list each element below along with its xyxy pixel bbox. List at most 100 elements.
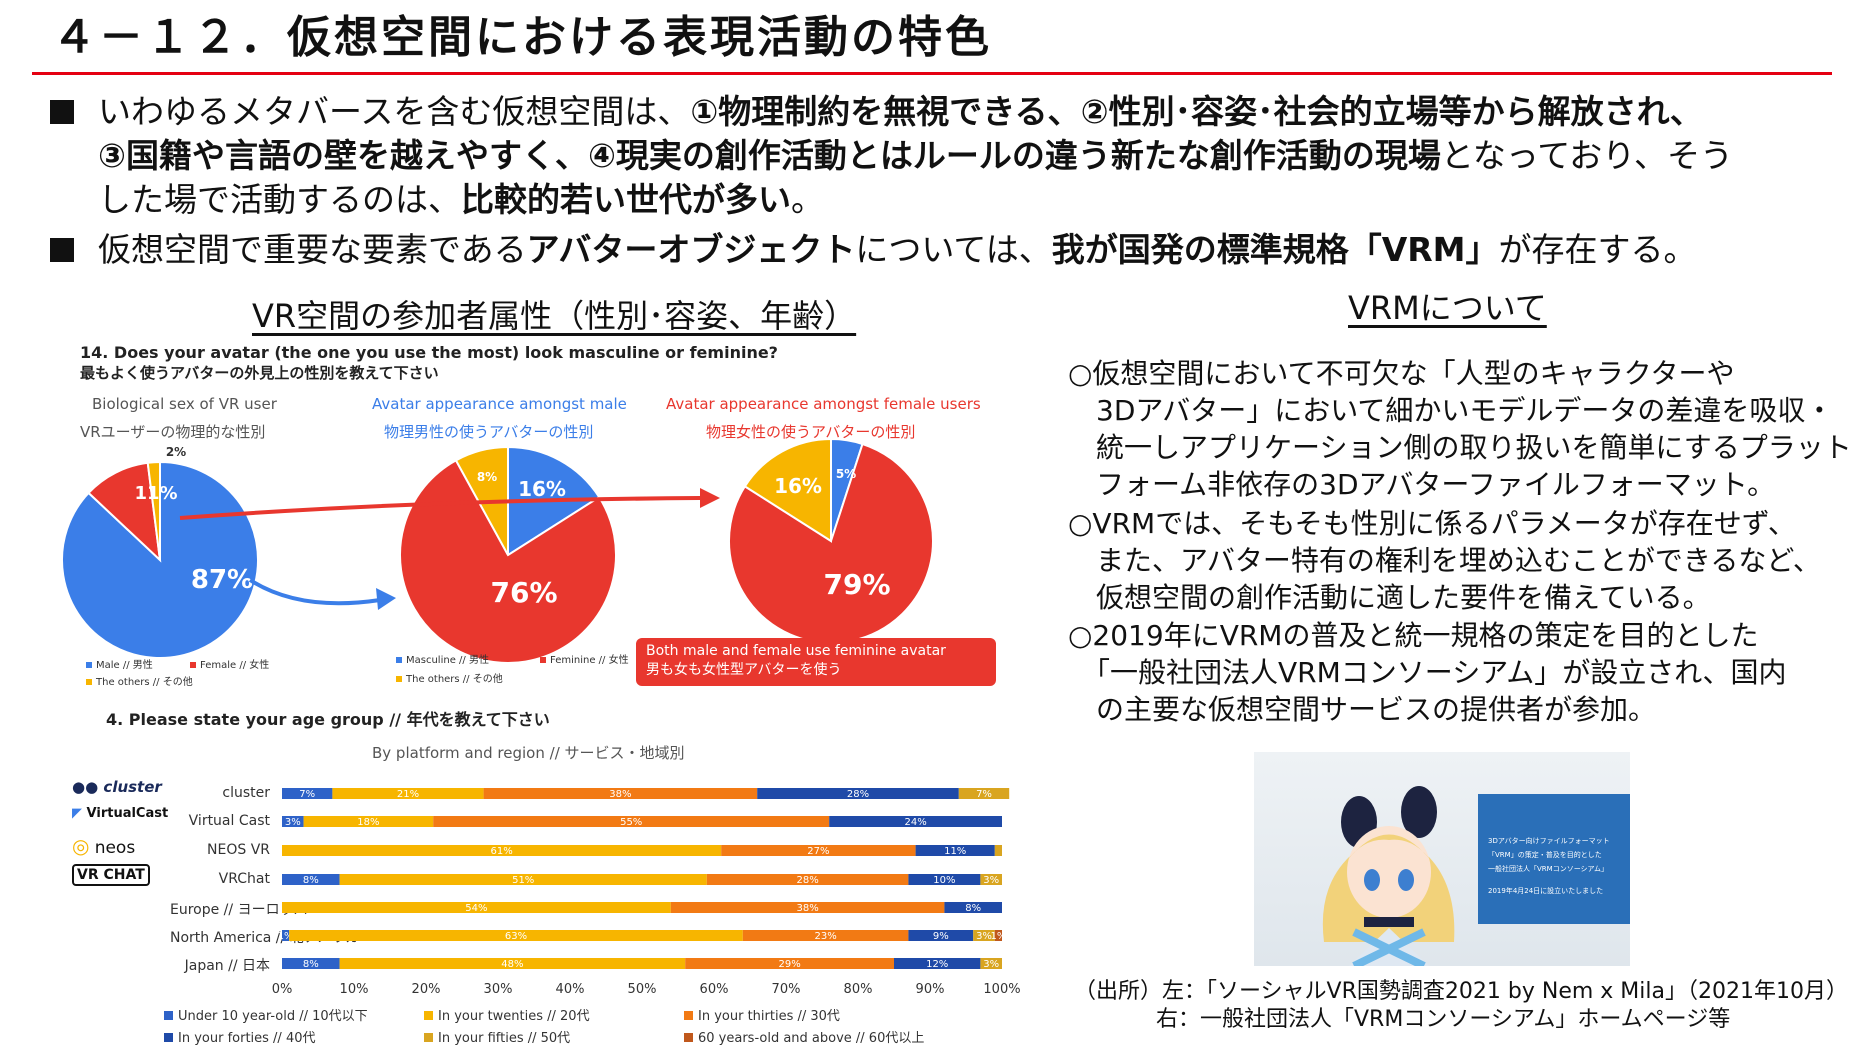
bar-segment xyxy=(339,958,686,969)
bullet-text: いわゆるメタバースを含む仮想空間は、 xyxy=(98,92,691,131)
pie-1-legend-others: The others // その他 xyxy=(86,673,193,688)
bar-category-label: NEOS VR xyxy=(207,842,270,858)
bar-legend-twenties: In your twenties // 20代 xyxy=(424,1005,590,1024)
pie-slice xyxy=(61,460,259,659)
pie-slice-label: 79% xyxy=(823,568,890,601)
pie-slice-label: 11% xyxy=(134,483,177,504)
bar-segment-label: 51% xyxy=(512,875,534,886)
pie-3-title-en: Avatar appearance amongst female users xyxy=(666,395,981,413)
bullet-text: した場で活動するのは、 xyxy=(98,180,461,219)
bullet-emphasis: 比較的若い世代が多い xyxy=(461,180,791,219)
vrm-text-line: ○VRMでは、そもそも性別に係るパラメータが存在せず、 xyxy=(1068,507,1796,540)
panel-text-line: 3Dアバター向けファイルフォーマット xyxy=(1488,837,1610,845)
pie-slice xyxy=(728,442,934,644)
bar-segment xyxy=(433,816,830,827)
bar-segment xyxy=(994,845,1002,856)
bar-segment-label: 8% xyxy=(303,875,319,886)
avatar-illustration xyxy=(1322,786,1455,966)
neos-logo: ◎ neos xyxy=(72,834,136,858)
pie-1-legend-male: Male // 男性 xyxy=(86,656,153,671)
bar-segment-label: 18% xyxy=(357,817,379,828)
bar-segment xyxy=(944,902,1002,913)
square-bullet-icon xyxy=(50,238,74,262)
bar-segment-label: 10% xyxy=(933,875,955,886)
title-divider xyxy=(32,72,1832,75)
bar-segment xyxy=(282,902,671,913)
pie-slice-label: 76% xyxy=(490,576,557,609)
virtualcast-logo: ◤ VirtualCast xyxy=(72,806,169,821)
bullet-1-line-3: した場で活動するのは、比較的若い世代が多い。 xyxy=(98,178,824,222)
bar-segment-label: 21% xyxy=(397,789,419,800)
bar-segment xyxy=(685,958,894,969)
x-axis-tick-label: 60% xyxy=(699,982,729,997)
blue-arrowhead-icon xyxy=(376,588,396,610)
survey-question-4: 4. Please state your age group // 年代を教えて… xyxy=(106,710,550,729)
x-axis-tick-label: 100% xyxy=(983,982,1021,997)
x-axis-tick-label: 30% xyxy=(483,982,513,997)
panel-text-line: 一般社団法人「VRMコンソーシアム」 xyxy=(1488,865,1609,873)
survey-question-14-en: 14. Does your avatar (the one you use th… xyxy=(80,343,778,362)
callout-jp: 男も女も女性型アバターを使う xyxy=(646,662,842,678)
bar-segment xyxy=(339,874,707,885)
panel-text-line: 「VRM」の策定・普及を目的とした xyxy=(1488,851,1602,859)
pie-slice xyxy=(743,437,832,543)
pie-2-title-jp: 物理男性の使うアバターの性別 xyxy=(384,423,594,441)
pie-slice xyxy=(399,458,617,664)
bar-category-label: cluster xyxy=(222,785,270,801)
bar-segment xyxy=(282,845,722,856)
bullet-1-line-1: いわゆるメタバースを含む仮想空間は、①物理制約を無視できる、②性別･容姿･社会的… xyxy=(50,90,1703,134)
feminine-avatar-callout: Both male and female use feminine avatar… xyxy=(636,638,996,686)
bullet-emphasis: ③国籍や言語の壁を越えやすく、④現実の創作活動とはルールの違う新たな創作活動の現… xyxy=(98,136,1441,175)
bullet-emphasis: ①物理制約を無視できる、②性別･容姿･社会的立場等から解放され、 xyxy=(690,92,1703,131)
x-axis-tick-label: 90% xyxy=(915,982,945,997)
x-axis-tick-label: 10% xyxy=(339,982,369,997)
bullet-2-line-1: 仮想空間で重要な要素であるアバターオブジェクトについては、我が国発の標準規格「V… xyxy=(50,228,1697,272)
vrchat-logo: VR CHAT xyxy=(72,864,150,886)
pie-slice-label: 8% xyxy=(477,470,497,484)
bar-segment xyxy=(958,788,1010,799)
pie-1-title-jp: VRユーザーの物理的な性別 xyxy=(80,423,266,441)
bar-segment xyxy=(973,930,995,941)
vrm-text-line: の主要な仮想空間サービスの提供者が参加。 xyxy=(1068,693,1657,726)
bar-segment xyxy=(994,930,1002,941)
bar-segment-label: 38% xyxy=(796,903,818,914)
callout-en: Both male and female use feminine avatar xyxy=(646,643,946,659)
pie-slice xyxy=(87,461,162,563)
vrm-text-line: また、アバター特有の権利を埋め込むことができるなど、 xyxy=(1068,544,1821,577)
vrm-text-line: ○2019年にVRMの普及と統一規格の策定を目的とした xyxy=(1068,619,1759,652)
bar-segment xyxy=(282,874,340,885)
bar-segment xyxy=(980,958,1002,969)
bullet-text: 。 xyxy=(791,180,824,219)
bar-segment xyxy=(980,874,1002,885)
survey-question-14-jp: 最もよく使うアバターの外見上の性別を教えて下さい xyxy=(80,364,439,382)
bar-segment xyxy=(829,816,1002,827)
bar-segment xyxy=(915,845,995,856)
bullet-emphasis: アバターオブジェクト xyxy=(526,230,856,269)
bar-segment-label: 54% xyxy=(465,903,487,914)
pie-slice-label: 16% xyxy=(774,474,822,498)
bar-segment xyxy=(282,930,290,941)
x-axis-tick-label: 40% xyxy=(555,982,585,997)
pie-1-legend-female: Female // 女性 xyxy=(190,656,269,671)
bar-segment xyxy=(303,816,434,827)
source-line-1: （出所）左：「ソーシャルVR国勢調査2021 by Nem x Mila」（20… xyxy=(1074,979,1848,1004)
bar-legend-forties: In your forties // 40代 xyxy=(164,1027,316,1046)
red-arrowhead-icon xyxy=(700,488,720,508)
bar-segment-label: 1% xyxy=(278,931,294,942)
bar-segment xyxy=(282,958,340,969)
bar-segment xyxy=(908,874,981,885)
pie-chart-biological-sex: 87% 11% 2% xyxy=(61,445,259,659)
x-axis-tick-label: 70% xyxy=(771,982,801,997)
red-flow-arrow xyxy=(179,496,701,520)
bar-segment-label: 1% xyxy=(990,931,1006,942)
bar-segment-label: 8% xyxy=(303,959,319,970)
bar-segment xyxy=(706,874,909,885)
vrm-info-panel: 3Dアバター向けファイルフォーマット 「VRM」の策定・普及を目的とした 一般社… xyxy=(1478,794,1630,924)
pie-2-title-en: Avatar appearance amongst male xyxy=(372,395,627,413)
bar-legend-sixties: 60 years-old and above // 60代以上 xyxy=(684,1027,924,1046)
bar-segment xyxy=(289,930,743,941)
bar-segment xyxy=(483,788,758,799)
bar-segment-label: 28% xyxy=(796,875,818,886)
x-axis-tick-label: 80% xyxy=(843,982,873,997)
